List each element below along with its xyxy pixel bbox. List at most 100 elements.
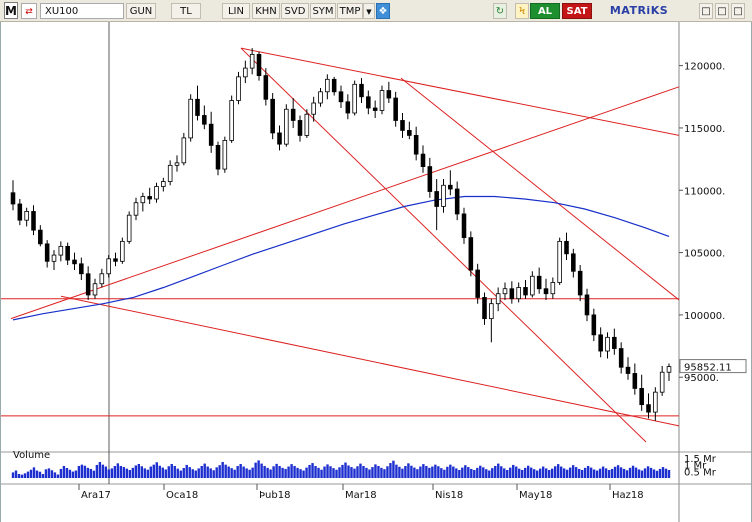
volume-bar [407, 463, 410, 478]
maximize-icon[interactable]: □ [715, 3, 729, 19]
price-tick-label: 115000. [684, 124, 725, 135]
volume-bar [371, 467, 374, 478]
symbol-input[interactable]: XU100 [40, 3, 124, 19]
volume-bar [616, 465, 620, 478]
candle-body [530, 275, 535, 296]
volume-bar [290, 464, 293, 478]
volume-bar [236, 466, 239, 478]
volume-bar [41, 474, 45, 478]
volume-bar [80, 464, 84, 478]
volume-bar [164, 469, 167, 478]
volume-bar [275, 463, 278, 478]
volume-bar [269, 469, 272, 478]
volume-bar [401, 468, 404, 478]
volume-bar [86, 467, 90, 478]
chart-area[interactable]: Volume 120000. 115000. 110000. 105000. 100000… [0, 22, 752, 522]
brand-logo: MATRiKS [609, 4, 669, 17]
candle-body [65, 245, 70, 261]
minimize-icon[interactable]: □ [699, 3, 713, 19]
chevron-down-icon[interactable]: ▼ [363, 3, 375, 19]
volume-bar [440, 468, 443, 478]
candlestick-chart[interactable]: Volume 120000. 115000. 110000. 105000. 100000… [1, 22, 752, 522]
candle-body [379, 90, 385, 111]
candle-body [666, 366, 672, 373]
close-icon[interactable]: □ [731, 3, 745, 19]
date-tick-label: Haz18 [612, 490, 644, 501]
volume-bar [556, 464, 560, 478]
lightning-icon[interactable]: Ϟ [515, 3, 529, 19]
volume-bar [125, 468, 129, 478]
candle-body [372, 107, 378, 111]
candle-body [249, 54, 255, 69]
volume-bar [446, 466, 449, 478]
volume-bar [568, 467, 572, 478]
volume-bar [425, 466, 428, 478]
volume-bar [598, 468, 602, 478]
volume-bar [146, 469, 149, 478]
volume-bar [521, 470, 524, 478]
volume-bar [461, 467, 464, 478]
sell-button[interactable]: SAT [562, 3, 592, 19]
volume-bar [353, 468, 356, 478]
volume-bar [335, 469, 338, 478]
volume-bar [559, 466, 563, 478]
volume-bar [604, 468, 608, 478]
date-tick-label: Mar18 [345, 490, 377, 501]
tool-lin-button[interactable]: LIN [222, 3, 250, 19]
volume-bar [601, 466, 605, 478]
volume-bar [320, 469, 323, 478]
volume-bar [104, 466, 108, 478]
volume-bar [119, 466, 123, 478]
candle-body [605, 336, 610, 352]
volume-bar [227, 466, 230, 478]
volume-bar [179, 470, 182, 478]
volume-bar [38, 471, 42, 478]
twitter-icon[interactable]: ❖ [376, 3, 390, 19]
volume-bar [386, 466, 389, 478]
currency-button[interactable]: TL [171, 3, 201, 19]
candle-body [113, 258, 118, 262]
symbol-link-icon[interactable]: ⇄ [21, 3, 37, 19]
price-tick-label: 100000. [684, 311, 725, 322]
tool-tmp-button[interactable]: TMP [337, 3, 363, 19]
volume-bar [622, 468, 626, 478]
candle-body [625, 366, 631, 374]
candle-body [584, 294, 590, 316]
candle-body [550, 282, 556, 295]
volume-bar [494, 466, 497, 478]
candle-body [318, 91, 323, 104]
period-button[interactable]: GUN [126, 3, 156, 19]
volume-bar [533, 469, 536, 478]
volume-bar [613, 466, 617, 478]
candle-body [215, 144, 221, 170]
candle-body [44, 243, 50, 262]
candle-body [120, 240, 125, 262]
candle-body [612, 336, 617, 349]
volume-bar [308, 464, 311, 478]
candle-body [632, 373, 638, 389]
volume-tick-label: 1.5 Mr [684, 454, 717, 465]
volume-bar [404, 466, 407, 478]
candle-body [208, 123, 214, 146]
volume-bar [592, 469, 596, 478]
buy-button[interactable]: AL [530, 3, 560, 19]
candle-body [92, 283, 98, 296]
volume-bar [107, 469, 111, 478]
volume-bar [245, 468, 248, 478]
volume-bar [416, 469, 419, 478]
candle-body [24, 211, 29, 221]
volume-bar [68, 469, 72, 478]
volume-bar [257, 460, 260, 478]
volume-bar [362, 466, 365, 478]
volume-bar [56, 474, 60, 478]
volume-bar [664, 468, 668, 478]
volume-bar [296, 467, 299, 478]
volume-bar [658, 468, 662, 478]
tool-svd-button[interactable]: SVD [281, 3, 309, 19]
tool-khn-button[interactable]: KHN [252, 3, 280, 19]
refresh-icon[interactable]: ↻ [493, 3, 507, 19]
tool-sym-button[interactable]: SYM [310, 3, 336, 19]
volume-bar [254, 462, 257, 478]
volume-bar [176, 468, 179, 478]
volume-bar [634, 467, 638, 478]
